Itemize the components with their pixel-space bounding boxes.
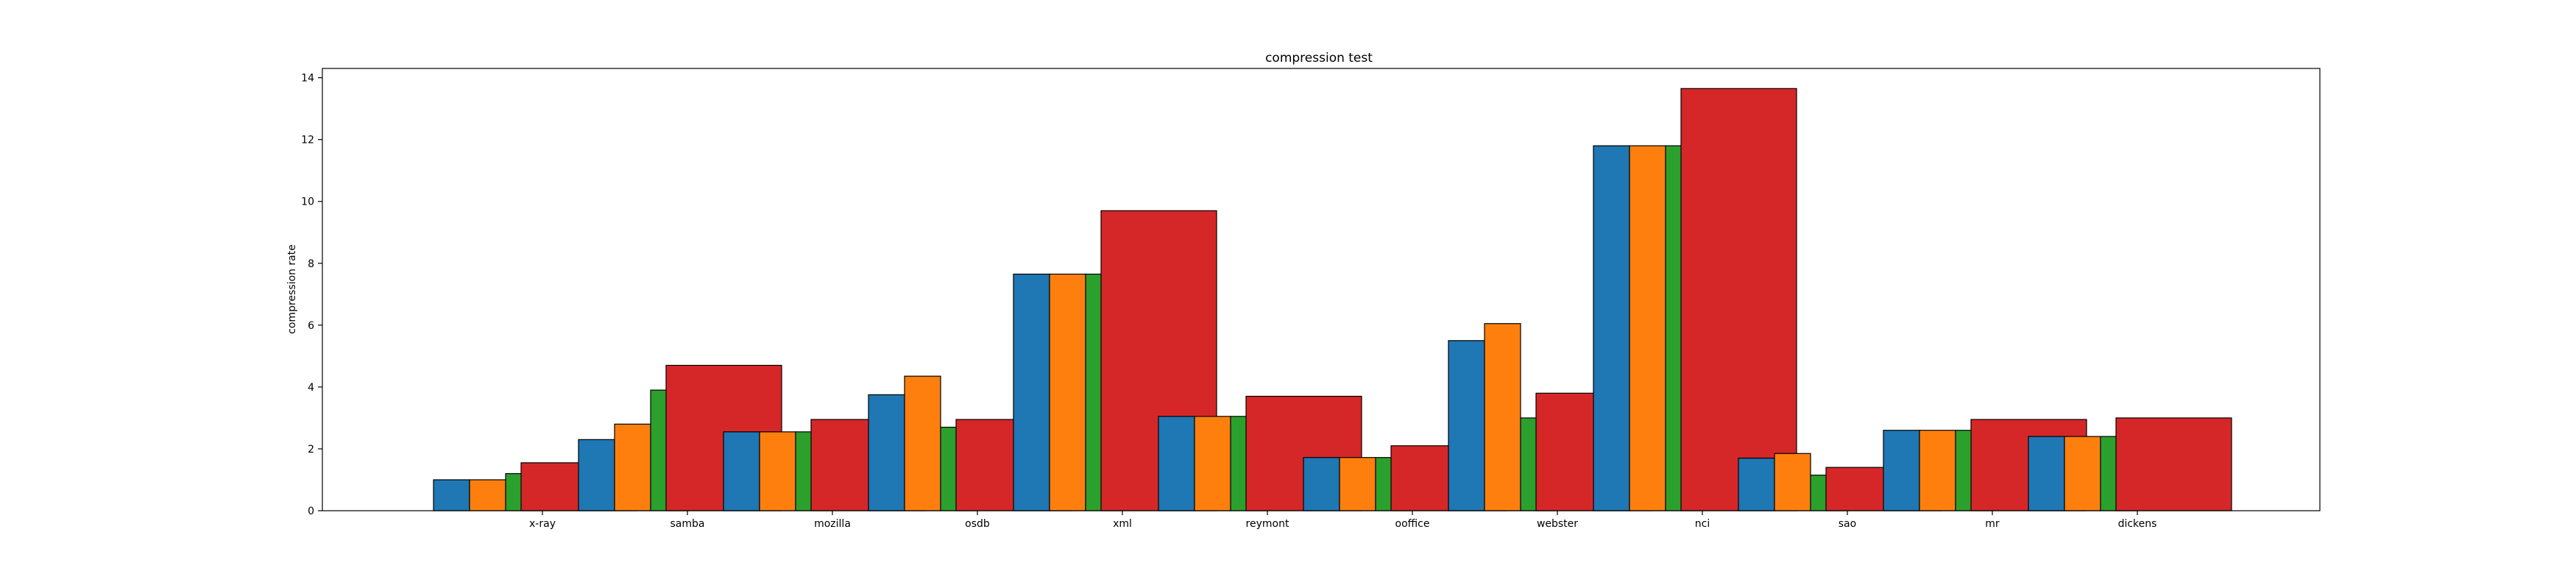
bar-sao-series-1	[1738, 457, 1775, 511]
y-tick-label: 0	[308, 506, 314, 517]
bar-mozilla-series-2	[759, 431, 796, 511]
bar-reymont-series-2	[1194, 416, 1231, 511]
x-tick-label-mozilla: mozilla	[814, 518, 851, 530]
x-tick-label-reymont: reymont	[1246, 518, 1289, 530]
bar-ooffice-series-2	[1339, 457, 1376, 511]
y-axis-label: compression rate	[286, 244, 298, 334]
bar-reymont-series-1	[1158, 416, 1195, 511]
x-tick-label-samba: samba	[670, 518, 705, 530]
bar-webster-series-1	[1448, 340, 1485, 511]
chart-title: compression test	[1265, 51, 1373, 65]
plot-frame	[322, 68, 2321, 511]
y-tick-label: 12	[301, 135, 314, 146]
bar-osdb-series-1	[868, 394, 905, 511]
bar-mr-series-1	[1883, 430, 1920, 511]
y-tick-label: 2	[308, 444, 314, 456]
bar-sao-series-2	[1774, 453, 1811, 511]
y-tick-label: 14	[301, 73, 314, 85]
y-tick-label: 6	[308, 320, 314, 332]
y-tick-label: 8	[308, 258, 314, 270]
bar-dickens-series-2	[2064, 436, 2101, 511]
x-tick-label-ooffice: ooffice	[1395, 518, 1430, 530]
bar-mozilla-series-1	[723, 431, 760, 511]
x-tick-label-x-ray: x-ray	[529, 518, 556, 530]
bar-webster-series-2	[1484, 323, 1521, 511]
bars-layer	[433, 88, 2232, 511]
axes-layer: 0 2 4 6 8 10 12 14 x-ray samba mozilla osdb xml reymo…	[301, 68, 2321, 530]
x-tick-label-webster: webster	[1537, 518, 1578, 530]
bar-samba-series-2	[614, 423, 651, 511]
x-tick-label-nci: nci	[1695, 518, 1710, 530]
bar-samba-series-1	[578, 439, 615, 511]
bar-mr-series-2	[1919, 430, 1956, 511]
x-tick-label-xml: xml	[1113, 518, 1132, 530]
bar-ooffice-series-1	[1303, 457, 1340, 511]
bar-osdb-series-2	[904, 375, 941, 511]
bar-xml-series-2	[1049, 273, 1086, 511]
bar-nci-series-4	[1680, 88, 1797, 511]
x-tick-label-sao: sao	[1839, 518, 1856, 530]
x-tick-label-osdb: osdb	[965, 518, 990, 530]
x-tick-label-mr: mr	[1985, 518, 2000, 530]
y-tick-label: 10	[301, 196, 314, 208]
bar-xml-series-1	[1013, 273, 1050, 511]
bar-dickens-series-1	[2028, 436, 2065, 511]
bar-x-ray-series-1	[433, 479, 470, 511]
bar-nci-series-2	[1629, 145, 1666, 511]
bar-dickens-series-4	[2115, 417, 2232, 511]
y-tick-label: 4	[308, 382, 314, 394]
x-tick-label-dickens: dickens	[2118, 518, 2157, 530]
bar-nci-series-1	[1593, 145, 1630, 511]
bar-x-ray-series-2	[469, 479, 506, 511]
